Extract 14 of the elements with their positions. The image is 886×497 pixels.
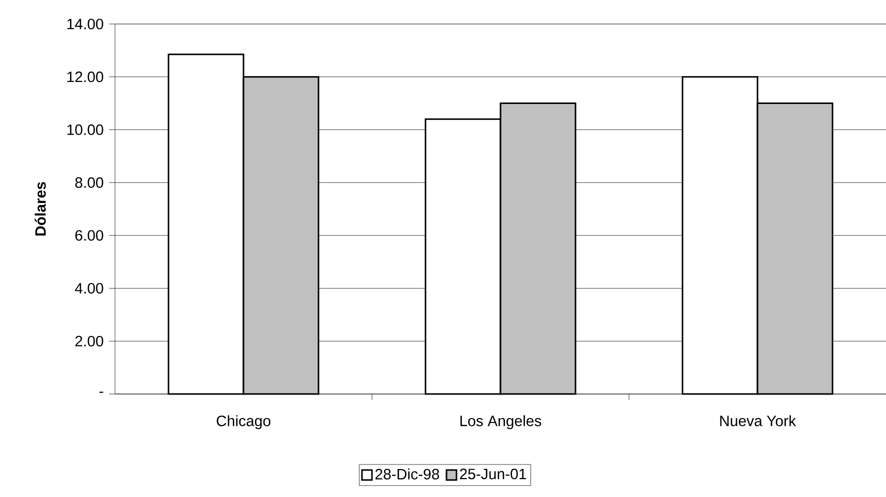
y-tick-label: 2.00 — [75, 336, 104, 346]
y-tick-label: - — [99, 392, 104, 393]
y-tick-label: 6.00 — [75, 230, 104, 241]
y-tick-label: 4.00 — [74, 282, 104, 294]
x-tick-label: Chicago — [216, 415, 270, 430]
y-tick-label: 12.00 — [67, 72, 104, 82]
x-tick-label: Nueva York — [720, 415, 796, 426]
legend-label: 28-Dic-98 — [375, 468, 440, 480]
y-tick-label: 10.00 — [67, 124, 104, 136]
y-axis-title: Dólares — [34, 182, 46, 236]
x-tick-label: Los Angeles — [460, 415, 542, 430]
y-tick-label: 8.00 — [75, 177, 104, 188]
legend-label: 25-Jun-01 — [460, 468, 526, 480]
y-tick-label: 14.00 — [67, 18, 104, 30]
